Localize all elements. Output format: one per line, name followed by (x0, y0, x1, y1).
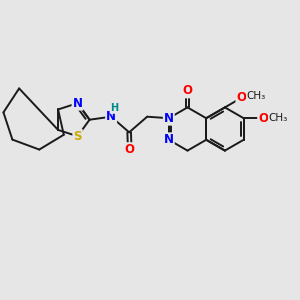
Text: S: S (73, 130, 82, 143)
Text: O: O (236, 91, 246, 104)
Text: O: O (125, 143, 135, 156)
Text: N: N (164, 133, 174, 146)
Text: N: N (164, 112, 174, 125)
Text: N: N (106, 110, 116, 123)
Text: CH₃: CH₃ (268, 113, 288, 123)
Text: N: N (73, 97, 82, 110)
Text: H: H (110, 103, 118, 113)
Text: O: O (258, 112, 268, 125)
Text: O: O (182, 84, 193, 98)
Text: CH₃: CH₃ (247, 91, 266, 101)
